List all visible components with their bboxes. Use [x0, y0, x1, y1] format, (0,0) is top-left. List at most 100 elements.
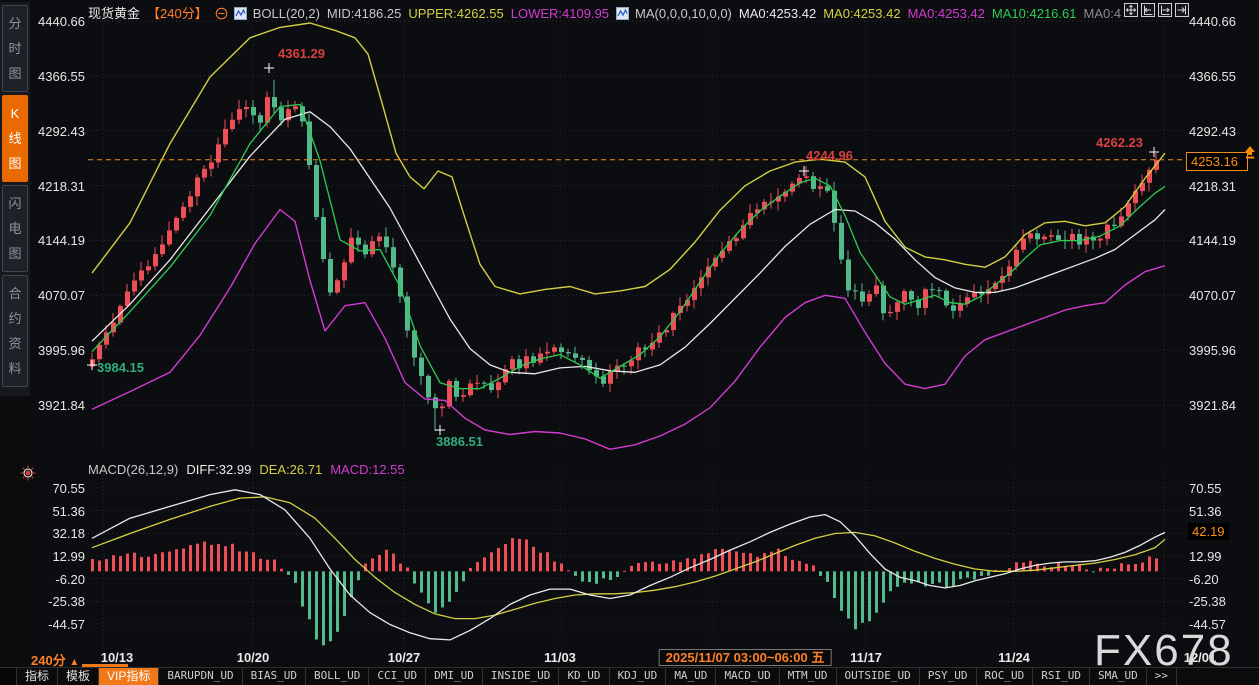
header-text: UPPER:4262.55	[408, 6, 504, 21]
candle	[594, 370, 599, 377]
current-bar-datetime: 2025/11/07 03:00~06:00 五	[658, 649, 832, 666]
candle	[244, 106, 249, 110]
candle	[860, 291, 865, 302]
goto-latest-icon[interactable]	[1175, 3, 1189, 17]
macd-histogram-bar	[1134, 563, 1137, 572]
macd-histogram-bar	[1022, 562, 1025, 572]
candle	[405, 296, 410, 331]
macd-histogram-bar	[630, 565, 633, 572]
macd-histogram-bar	[623, 571, 626, 573]
candle	[552, 347, 557, 352]
candle	[937, 290, 942, 292]
macd-histogram-bar	[945, 571, 948, 588]
candle	[895, 302, 900, 312]
macd-histogram-bar	[301, 571, 304, 607]
macd-histogram-bar	[245, 551, 248, 572]
indicator-tab-ma_ud[interactable]: MA_UD	[666, 668, 717, 685]
indicator-tab-mtm_ud[interactable]: MTM_UD	[780, 668, 837, 685]
header-text: 现货黄金	[88, 6, 141, 21]
indicator-tab-vip[interactable]: VIP指标	[99, 668, 160, 685]
indicator-tab-barupdn_ud[interactable]: BARUPDN_UD	[159, 668, 243, 685]
indicator-tab-cci_ud[interactable]: CCI_UD	[369, 668, 427, 685]
candle	[930, 289, 935, 291]
macd-axis-label: -25.38	[1189, 594, 1226, 610]
macd-histogram-bar	[329, 571, 332, 642]
candle	[979, 292, 984, 295]
macd-histogram-bar	[364, 563, 367, 572]
indicator-tab-roc_ud[interactable]: ROC_UD	[977, 668, 1034, 685]
macd-histogram-bar	[490, 552, 493, 572]
price-axis-label: 4292.43	[38, 123, 85, 139]
macd-histogram-bar	[448, 571, 451, 602]
candle	[783, 191, 788, 197]
candle	[202, 168, 207, 178]
candle	[489, 383, 494, 391]
indicator-tab-inside_ud[interactable]: INSIDE_UD	[483, 668, 560, 685]
goto-latest-arrow-icon[interactable]	[1244, 146, 1256, 165]
candle	[195, 177, 200, 197]
indicator-tab-kd_ud[interactable]: KD_UD	[559, 668, 610, 685]
indicator-tab-[interactable]: 模板	[58, 668, 100, 685]
macd-histogram-bar	[826, 571, 829, 582]
candle	[664, 330, 669, 333]
candle	[132, 280, 137, 292]
macd-histogram-bar	[1085, 569, 1088, 572]
candle	[1140, 182, 1145, 192]
indicator-tab-psy_ud[interactable]: PSY_UD	[920, 668, 977, 685]
macd-histogram-bar	[854, 571, 857, 630]
candle	[209, 162, 214, 169]
sidebar-tab-4[interactable]: 合约资料	[2, 275, 28, 387]
indicator-tab-rsi_ud[interactable]: RSI_UD	[1033, 668, 1091, 685]
indicator-toolbar: 指标 模板 VIP指标 BARUPDN_UD BIAS_UD BOLL_UD CCI_UD D…	[0, 667, 1259, 685]
macd-axis-label: 32.18	[52, 526, 85, 542]
candle	[986, 289, 991, 295]
boll-mini-chart-icon[interactable]	[233, 7, 247, 23]
candle	[1147, 170, 1152, 183]
macd-histogram-bar	[588, 571, 591, 583]
candle	[559, 347, 564, 353]
candle	[314, 165, 319, 218]
indicator-tab-sma_ud[interactable]: SMA_UD	[1090, 668, 1147, 685]
alert-dot-icon[interactable]	[20, 465, 36, 486]
macd-histogram-bar	[532, 546, 535, 572]
date-label: 10/20	[236, 650, 270, 665]
indicator-tab-[interactable]: 指标	[17, 668, 59, 685]
indicator-tab-outside_ud[interactable]: OUTSIDE_UD	[837, 668, 920, 685]
sidebar-tab-3[interactable]: 闪电图	[2, 185, 28, 272]
indicator-tab-[interactable]: >>	[1147, 668, 1178, 685]
macd-histogram-bar	[476, 561, 479, 572]
macd-histogram-bar	[371, 558, 374, 572]
candle	[797, 177, 802, 184]
candle	[398, 267, 403, 297]
header-text: MA0:4253.42	[823, 6, 901, 21]
candle	[1126, 203, 1131, 217]
candle	[720, 250, 725, 258]
macd-histogram-bar	[861, 571, 864, 623]
axis-expand-icon[interactable]	[1158, 3, 1172, 17]
scroll-indicator[interactable]	[82, 664, 128, 667]
macd-histogram-bar	[182, 548, 185, 572]
period-selector[interactable]: 240分 ▲	[31, 650, 79, 669]
macd-histogram-bar	[931, 571, 934, 584]
candle	[622, 365, 627, 367]
macd-histogram-bar	[399, 563, 402, 572]
macd-header-text: DEA:26.71	[259, 462, 323, 477]
indicator-tab-macd_ud[interactable]: MACD_UD	[716, 668, 780, 685]
price-axis-label: 4440.66	[38, 14, 85, 29]
indicator-collapse-icon[interactable]	[215, 7, 228, 23]
candle	[377, 236, 382, 242]
indicator-tab-bias_ud[interactable]: BIAS_UD	[243, 668, 306, 685]
candle	[636, 347, 641, 361]
macd-histogram-bar	[147, 556, 150, 572]
indicator-tab-dmi_ud[interactable]: DMI_UD	[426, 668, 483, 685]
sidebar-tab-1[interactable]: 分时图	[2, 5, 28, 92]
axis-compress-icon[interactable]	[1141, 3, 1155, 17]
indicator-tab-kdj_ud[interactable]: KDJ_UD	[610, 668, 667, 685]
candle	[1070, 233, 1075, 241]
ma-mini-chart-icon[interactable]	[616, 7, 630, 23]
pan-tool-icon[interactable]	[1124, 3, 1138, 17]
macd-histogram-bar	[469, 567, 472, 572]
indicator-tab-boll_ud[interactable]: BOLL_UD	[306, 668, 370, 685]
